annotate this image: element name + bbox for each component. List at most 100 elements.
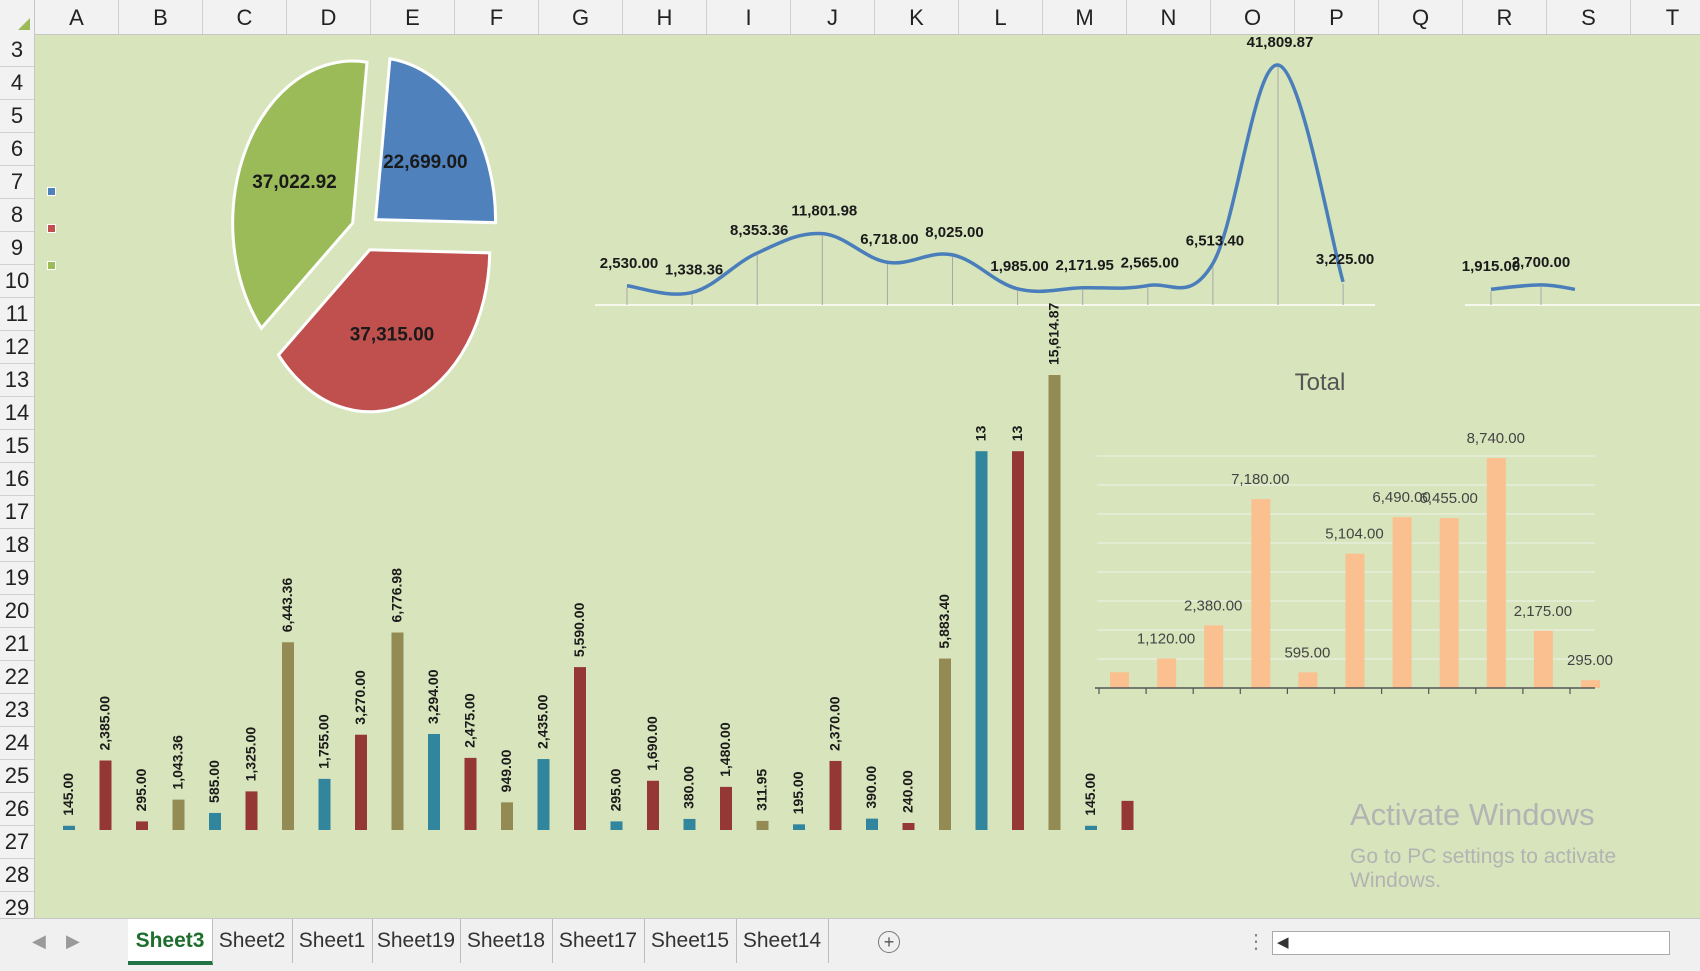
horizontal-scrollbar[interactable]: ◀ bbox=[1272, 931, 1670, 955]
row-header-7[interactable]: 7 bbox=[0, 166, 34, 199]
row-header-4[interactable]: 4 bbox=[0, 67, 34, 100]
bar-data-label: 6,776.98 bbox=[389, 568, 405, 623]
sheet-tab-sheet14[interactable]: Sheet14 bbox=[736, 919, 829, 963]
sheet-tab-sheet1[interactable]: Sheet1 bbox=[292, 919, 373, 963]
column-header-f[interactable]: F bbox=[455, 0, 539, 34]
column-header-q[interactable]: Q bbox=[1379, 0, 1463, 34]
worksheet-grid[interactable]: 22,699.00 37,315.00 37,022.92 2,530.00 1,338… bbox=[35, 35, 1700, 918]
row-header-24[interactable]: 24 bbox=[0, 727, 34, 760]
column-header-p[interactable]: P bbox=[1295, 0, 1379, 34]
row-header: 3 4 5 6 7 8 9 10 11 12 13 14 15 16 17 18 19 20 21 22 23 24 25 2… bbox=[0, 34, 35, 918]
sheet-tab-sheet2[interactable]: Sheet2 bbox=[212, 919, 293, 963]
sheet-tab-sheet18[interactable]: Sheet18 bbox=[460, 919, 553, 963]
select-all-corner[interactable] bbox=[0, 0, 35, 34]
bar-data-label: 15,614.87 bbox=[1046, 303, 1062, 365]
sheet-tab-sheet15[interactable]: Sheet15 bbox=[644, 919, 737, 963]
row-header-5[interactable]: 5 bbox=[0, 100, 34, 133]
row-header-9[interactable]: 9 bbox=[0, 232, 34, 265]
column-header-r[interactable]: R bbox=[1463, 0, 1547, 34]
column-header-s[interactable]: S bbox=[1547, 0, 1631, 34]
bar-data-label: 2,370.00 bbox=[827, 696, 843, 751]
bar-data-label: 6,490.00 bbox=[1372, 489, 1430, 506]
row-header-8[interactable]: 8 bbox=[0, 199, 34, 232]
row-header-10[interactable]: 10 bbox=[0, 265, 34, 298]
bar bbox=[574, 667, 586, 830]
bar-data-label: 1,690.00 bbox=[644, 716, 660, 771]
bar bbox=[1581, 680, 1600, 688]
row-header-15[interactable]: 15 bbox=[0, 430, 34, 463]
bar bbox=[1110, 672, 1129, 688]
column-header-e[interactable]: E bbox=[371, 0, 455, 34]
add-sheet-icon[interactable]: + bbox=[878, 931, 900, 953]
column-header-b[interactable]: B bbox=[119, 0, 203, 34]
bar bbox=[902, 823, 915, 830]
column-header-j[interactable]: J bbox=[791, 0, 875, 34]
bar bbox=[756, 820, 769, 830]
row-header-27[interactable]: 27 bbox=[0, 826, 34, 859]
scroll-left-icon[interactable]: ◀ bbox=[32, 931, 46, 951]
sheet-tab-sheet17[interactable]: Sheet17 bbox=[552, 919, 645, 963]
bar bbox=[793, 824, 805, 830]
bar-data-label: 8,740.00 bbox=[1467, 430, 1525, 447]
more-options-icon[interactable]: ⋮ bbox=[1246, 931, 1266, 953]
bar-data-label: 13 bbox=[973, 425, 989, 441]
legend-marker-blue bbox=[47, 187, 56, 196]
line-chart-main: 2,530.00 1,338.36 8,353.3611,801.986,718.0… bbox=[595, 35, 1375, 306]
bar bbox=[829, 760, 842, 830]
line-data-label: 1,915.00 bbox=[1462, 258, 1520, 275]
row-header-11[interactable]: 11 bbox=[0, 298, 34, 331]
sheet-tab-sheet19[interactable]: Sheet19 bbox=[372, 919, 461, 963]
bar-data-label: 2,435.00 bbox=[535, 694, 551, 749]
scroll-right-icon[interactable]: ▶ bbox=[66, 931, 80, 951]
row-header-14[interactable]: 14 bbox=[0, 397, 34, 430]
column-header-c[interactable]: C bbox=[203, 0, 287, 34]
activate-windows-title: Activate Windows bbox=[1350, 797, 1595, 832]
column-header-g[interactable]: G bbox=[539, 0, 623, 34]
row-header-12[interactable]: 12 bbox=[0, 331, 34, 364]
line-data-label: 41,809.87 bbox=[1247, 35, 1314, 51]
scroll-left-arrow-icon[interactable]: ◀ bbox=[1277, 934, 1289, 951]
total-chart-title: Total bbox=[1295, 369, 1346, 396]
bar bbox=[1439, 518, 1459, 688]
bar-data-label: 295.00 bbox=[608, 768, 624, 811]
column-header-i[interactable]: I bbox=[707, 0, 791, 34]
bar bbox=[282, 642, 294, 830]
bar-data-label: 3,294.00 bbox=[425, 669, 441, 724]
row-header-23[interactable]: 23 bbox=[0, 694, 34, 727]
column-header-m[interactable]: M bbox=[1043, 0, 1127, 34]
line-data-label: 8,353.36 bbox=[730, 222, 788, 239]
row-header-18[interactable]: 18 bbox=[0, 529, 34, 562]
row-header-29[interactable]: 29 bbox=[0, 892, 34, 918]
row-header-3[interactable]: 3 bbox=[0, 34, 34, 67]
row-header-19[interactable]: 19 bbox=[0, 562, 34, 595]
column-header-n[interactable]: N bbox=[1127, 0, 1211, 34]
sheet-tab-sheet3[interactable]: Sheet3 bbox=[128, 919, 213, 965]
column-header-l[interactable]: L bbox=[959, 0, 1043, 34]
row-header-20[interactable]: 20 bbox=[0, 595, 34, 628]
row-header-26[interactable]: 26 bbox=[0, 793, 34, 826]
column-header-h[interactable]: H bbox=[623, 0, 707, 34]
bar bbox=[318, 778, 331, 830]
bar bbox=[355, 734, 367, 830]
row-header-25[interactable]: 25 bbox=[0, 760, 34, 793]
pie-data-label: 37,022.92 bbox=[252, 172, 337, 193]
column-header-t[interactable]: T bbox=[1631, 0, 1700, 34]
row-header-6[interactable]: 6 bbox=[0, 133, 34, 166]
column-header-a[interactable]: A bbox=[35, 0, 119, 34]
row-header-28[interactable]: 28 bbox=[0, 859, 34, 892]
pie-chart: 22,699.00 37,315.00 37,022.92 bbox=[231, 57, 498, 414]
bar-data-label: 1,480.00 bbox=[717, 722, 733, 777]
column-header-d[interactable]: D bbox=[287, 0, 371, 34]
bar-data-label: 240.00 bbox=[900, 770, 916, 813]
bar bbox=[537, 759, 550, 830]
row-header-13[interactable]: 13 bbox=[0, 364, 34, 397]
row-header-16[interactable]: 16 bbox=[0, 463, 34, 496]
line-series bbox=[626, 63, 1345, 296]
row-header-22[interactable]: 22 bbox=[0, 661, 34, 694]
row-header-17[interactable]: 17 bbox=[0, 496, 34, 529]
bar bbox=[391, 632, 404, 830]
column-header-k[interactable]: K bbox=[875, 0, 959, 34]
bar-data-label: 5,883.40 bbox=[936, 594, 952, 649]
column-header-o[interactable]: O bbox=[1211, 0, 1295, 34]
row-header-21[interactable]: 21 bbox=[0, 628, 34, 661]
